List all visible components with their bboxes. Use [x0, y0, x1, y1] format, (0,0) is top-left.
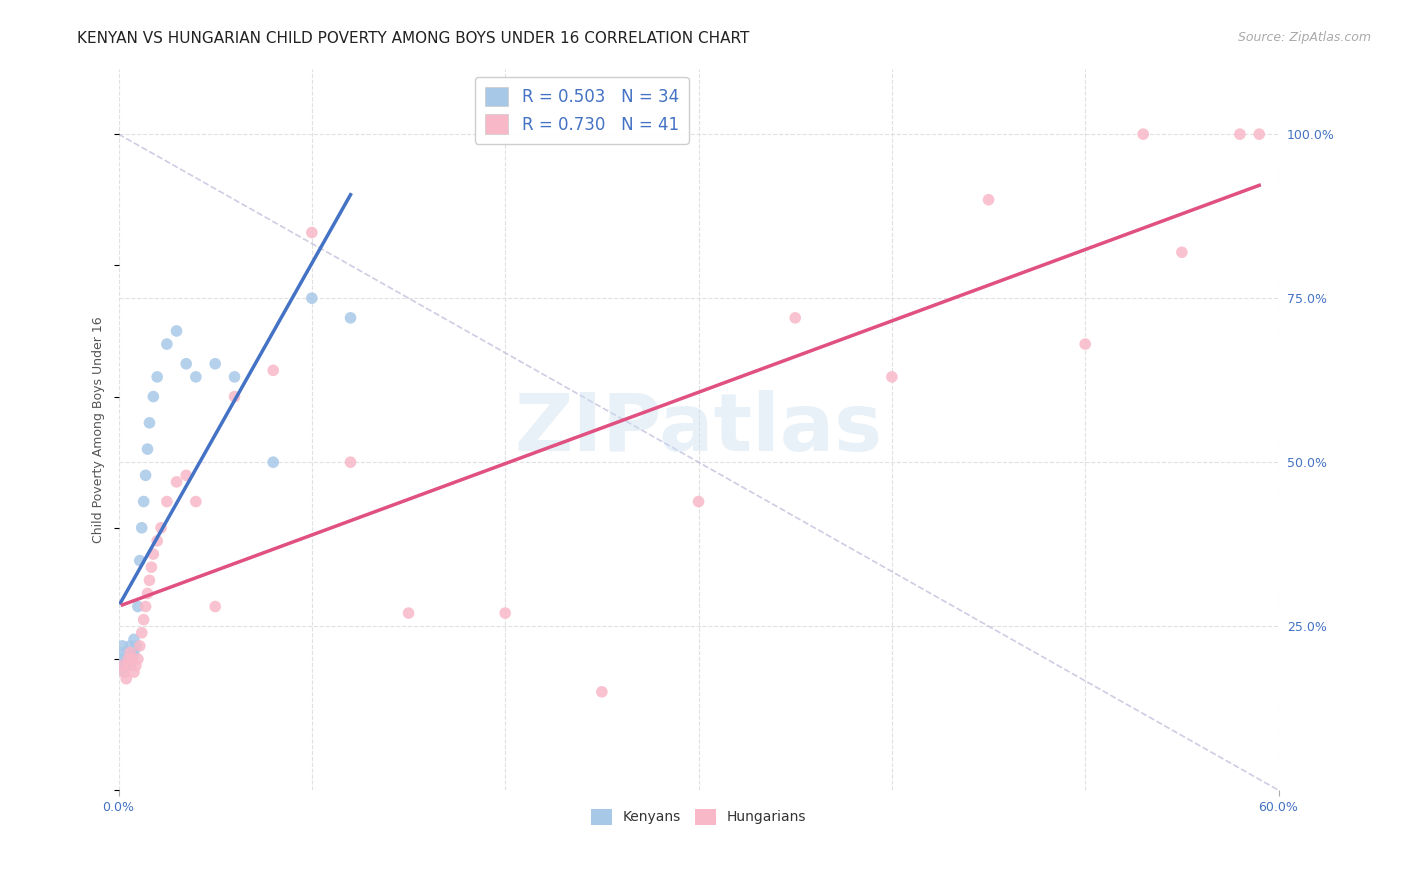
Point [204, 357, 226, 371]
Point [117, 652, 139, 666]
Point [112, 665, 135, 680]
Text: KENYAN VS HUNGARIAN CHILD POVERTY AMONG BOYS UNDER 16 CORRELATION CHART: KENYAN VS HUNGARIAN CHILD POVERTY AMONG … [77, 31, 749, 46]
Text: ZIPatlas: ZIPatlas [515, 391, 883, 468]
Point [146, 370, 169, 384]
Point [125, 658, 148, 673]
Point [122, 632, 145, 647]
Point [166, 324, 188, 338]
Point [591, 685, 613, 699]
Point [117, 645, 139, 659]
Point [150, 521, 173, 535]
Y-axis label: Child Poverty Among Boys Under 16: Child Poverty Among Boys Under 16 [93, 316, 105, 542]
Point [166, 475, 188, 489]
Point [111, 658, 134, 673]
Point [121, 652, 143, 666]
Point [142, 547, 165, 561]
Point [174, 357, 197, 371]
Point [141, 560, 163, 574]
Point [122, 665, 145, 680]
Point [156, 337, 179, 351]
Point [262, 455, 284, 469]
Point [204, 599, 226, 614]
Point [136, 442, 159, 456]
Point [138, 574, 160, 588]
Point [131, 521, 153, 535]
Point [880, 370, 903, 384]
Point [135, 599, 157, 614]
Point [339, 455, 361, 469]
Text: Source: ZipAtlas.com: Source: ZipAtlas.com [1237, 31, 1371, 45]
Point [117, 658, 139, 673]
Point [120, 645, 142, 659]
Point [494, 606, 516, 620]
Point [174, 468, 197, 483]
Point [1229, 127, 1251, 141]
Point [142, 390, 165, 404]
Point [224, 370, 246, 384]
Point [111, 639, 134, 653]
Point [112, 665, 135, 680]
Point [184, 494, 207, 508]
Point [138, 416, 160, 430]
Point [121, 652, 143, 666]
Legend: Kenyans, Hungarians: Kenyans, Hungarians [585, 803, 811, 830]
Point [184, 370, 207, 384]
Point [1171, 245, 1194, 260]
Point [127, 652, 149, 666]
Point [128, 639, 150, 653]
Point [112, 645, 135, 659]
Point [146, 533, 169, 548]
Point [110, 652, 132, 666]
Point [117, 652, 139, 666]
Point [156, 494, 179, 508]
Point [1074, 337, 1097, 351]
Point [132, 613, 155, 627]
Point [120, 639, 142, 653]
Point [120, 658, 142, 673]
Point [125, 639, 148, 653]
Point [301, 291, 323, 305]
Point [688, 494, 710, 508]
Point [398, 606, 420, 620]
Point [128, 553, 150, 567]
Point [339, 310, 361, 325]
Point [301, 226, 323, 240]
Point [127, 599, 149, 614]
Point [122, 645, 145, 659]
Point [262, 363, 284, 377]
Point [785, 310, 807, 325]
Point [1249, 127, 1271, 141]
Point [131, 625, 153, 640]
Point [115, 658, 138, 673]
Point [135, 468, 157, 483]
Point [111, 658, 134, 673]
Point [1132, 127, 1154, 141]
Point [132, 494, 155, 508]
Point [115, 652, 138, 666]
Point [224, 390, 246, 404]
Point [115, 672, 138, 686]
Point [136, 586, 159, 600]
Point [977, 193, 1000, 207]
Point [121, 645, 143, 659]
